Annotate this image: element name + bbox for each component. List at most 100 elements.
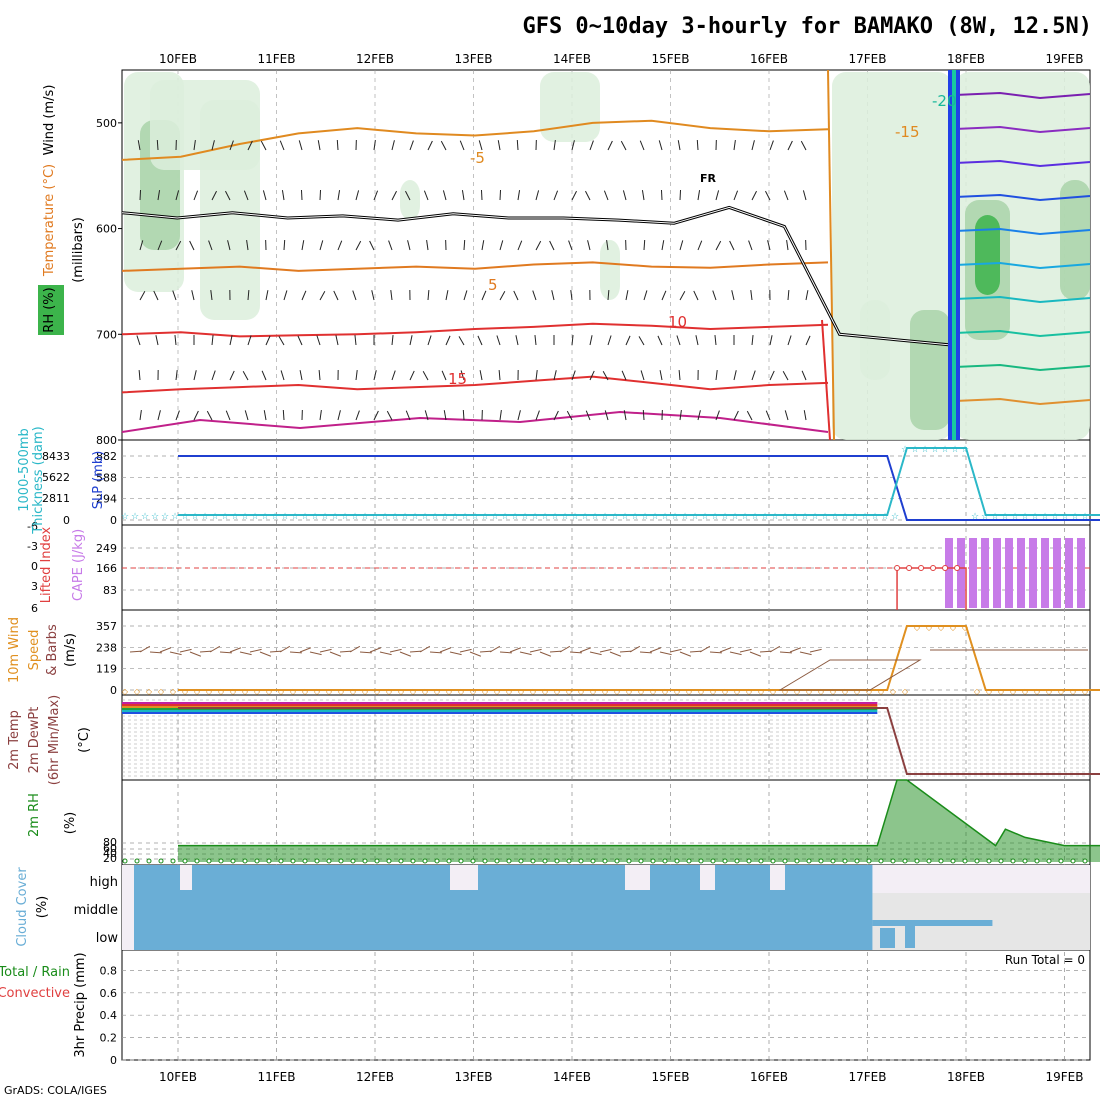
- wind-barb: [157, 190, 161, 201]
- wind-barb: [805, 290, 809, 301]
- wind-barb: [337, 410, 341, 421]
- date-label: 14FEB: [553, 1070, 591, 1084]
- wind-speed-marker: ◇: [818, 687, 825, 696]
- wind-speed-marker: ◇: [530, 687, 537, 696]
- wind-barb: [679, 410, 682, 421]
- wind-barb: [657, 335, 663, 346]
- wind-barb: [355, 240, 362, 251]
- wind-barb: [553, 190, 559, 201]
- cape-tick-label: 249: [96, 542, 117, 555]
- contour-label-10: 10: [668, 313, 687, 331]
- rh2m-marker: [890, 858, 896, 864]
- rh2m-marker: [446, 858, 452, 864]
- wind10-unit-label: (m/s): [63, 633, 78, 667]
- rh2m-marker: [1058, 858, 1064, 864]
- freezing-level-line-inner: [121, 206, 956, 441]
- wind-barb: [746, 410, 753, 421]
- wind-barb: [243, 190, 249, 201]
- wind10m-panel: 357 238 119 0 ◇ ◇ ◇ ◇ ◇ ◇ ◇ ◇ ◇ ◇ ◇ ◇ ◇ ◇ ◇ ◇ ◇ ◇ ◇ ◇ ◇ ◇ ◇ ◇ ◇ ◇ ◇ ◇ ◇ ◇…: [96, 620, 1100, 697]
- dewpt2m-label: 2m DewPt: [27, 707, 42, 774]
- wind-barb: [409, 335, 413, 346]
- wind-barb: [729, 240, 735, 251]
- thickness-label: 1000-500mb: [17, 428, 32, 512]
- wind10-barb: [579, 647, 592, 653]
- wind-barb: [391, 140, 395, 151]
- millibars-label: (millibars): [71, 217, 86, 283]
- thickness-marker: ☆: [701, 512, 709, 522]
- wind-speed-marker: ◇: [314, 687, 321, 696]
- thickness-marker: ☆: [311, 512, 319, 522]
- rh2m-marker: [434, 858, 440, 864]
- wind-barb: [697, 410, 701, 421]
- thickness-marker: ☆: [321, 512, 329, 522]
- credit-label: GrADS: COLA/IGES: [4, 1084, 107, 1097]
- temp2m-panel: [122, 699, 1100, 777]
- wind-barb: [477, 335, 483, 346]
- wind-barb: [355, 410, 360, 421]
- right-contour: [954, 397, 1091, 406]
- wind-barb: [733, 140, 736, 151]
- rh2m-marker: [230, 858, 236, 864]
- rh-fill-blob: [200, 100, 260, 320]
- wind10-barb: [199, 650, 212, 653]
- wind-speed-marker: ◇: [1082, 687, 1089, 696]
- thickness-marker: ☆: [711, 512, 719, 522]
- wind-barb: [678, 369, 681, 381]
- slp-line: [178, 455, 1100, 521]
- y-tick-label: 500: [96, 117, 117, 130]
- thickness-unit-label: Thickness (dam): [31, 426, 46, 534]
- thickness-marker: ☆: [601, 512, 609, 522]
- wind-barb: [390, 290, 393, 301]
- thickness-marker: ☆: [1071, 512, 1079, 522]
- thickness-marker: ☆: [231, 512, 239, 522]
- thickness-tick-label: 0: [63, 514, 70, 527]
- thickness-marker: ☆: [181, 512, 189, 522]
- wind-barb: [782, 371, 789, 381]
- wind-barb: [175, 370, 178, 381]
- wind10-barb: [649, 647, 662, 653]
- wind-barb: [153, 290, 159, 301]
- date-label: 11FEB: [258, 52, 296, 66]
- thickness-marker: ☆: [871, 512, 879, 522]
- temperature-contour: [121, 322, 829, 338]
- wind-barb: [336, 139, 339, 151]
- wind-speed-marker: ◇: [638, 687, 645, 696]
- cloud-gap: [625, 865, 650, 890]
- thickness-marker: ☆: [1081, 512, 1089, 522]
- wind-speed-marker: ◇: [458, 687, 465, 696]
- wind-speed-marker: ◇: [206, 687, 213, 696]
- temp2m-band: [122, 704, 878, 706]
- wind-barb: [409, 140, 414, 151]
- wind-barb: [316, 335, 321, 346]
- wind10-barb: [719, 647, 732, 653]
- cape-bar: [1029, 538, 1037, 608]
- wind10-barb: [159, 647, 172, 653]
- wind-speed-marker: ◇: [158, 687, 165, 696]
- cape-bar: [957, 538, 965, 608]
- cape-label: CAPE (J/kg): [71, 529, 86, 601]
- wind10-barb: [359, 651, 372, 654]
- wind-barb: [643, 290, 648, 301]
- date-label: 12FEB: [356, 52, 394, 66]
- wind-barb: [317, 140, 321, 151]
- rh2m-marker: [506, 858, 512, 864]
- rh2m-marker: [194, 858, 200, 864]
- cape-bar: [1053, 538, 1061, 608]
- wind10-barb: [749, 651, 762, 657]
- wind-barb: [175, 410, 180, 421]
- wind-tick-label: 0: [110, 684, 117, 697]
- thickness-marker: ☆: [411, 512, 419, 522]
- precip-total-label: Total / Rain: [0, 965, 70, 980]
- rh2m-marker: [830, 858, 836, 864]
- wind10-barb: [299, 647, 312, 653]
- wind-barb: [767, 240, 771, 251]
- thickness-marker: ☆: [121, 512, 129, 522]
- wind-speed-marker: ◇: [482, 687, 489, 696]
- wind-speed-marker: ◇: [494, 687, 501, 696]
- temperature-contour: [121, 375, 829, 394]
- wind-barb: [319, 240, 324, 251]
- wind10-barb: [289, 651, 302, 654]
- thickness-marker: ☆: [461, 512, 469, 522]
